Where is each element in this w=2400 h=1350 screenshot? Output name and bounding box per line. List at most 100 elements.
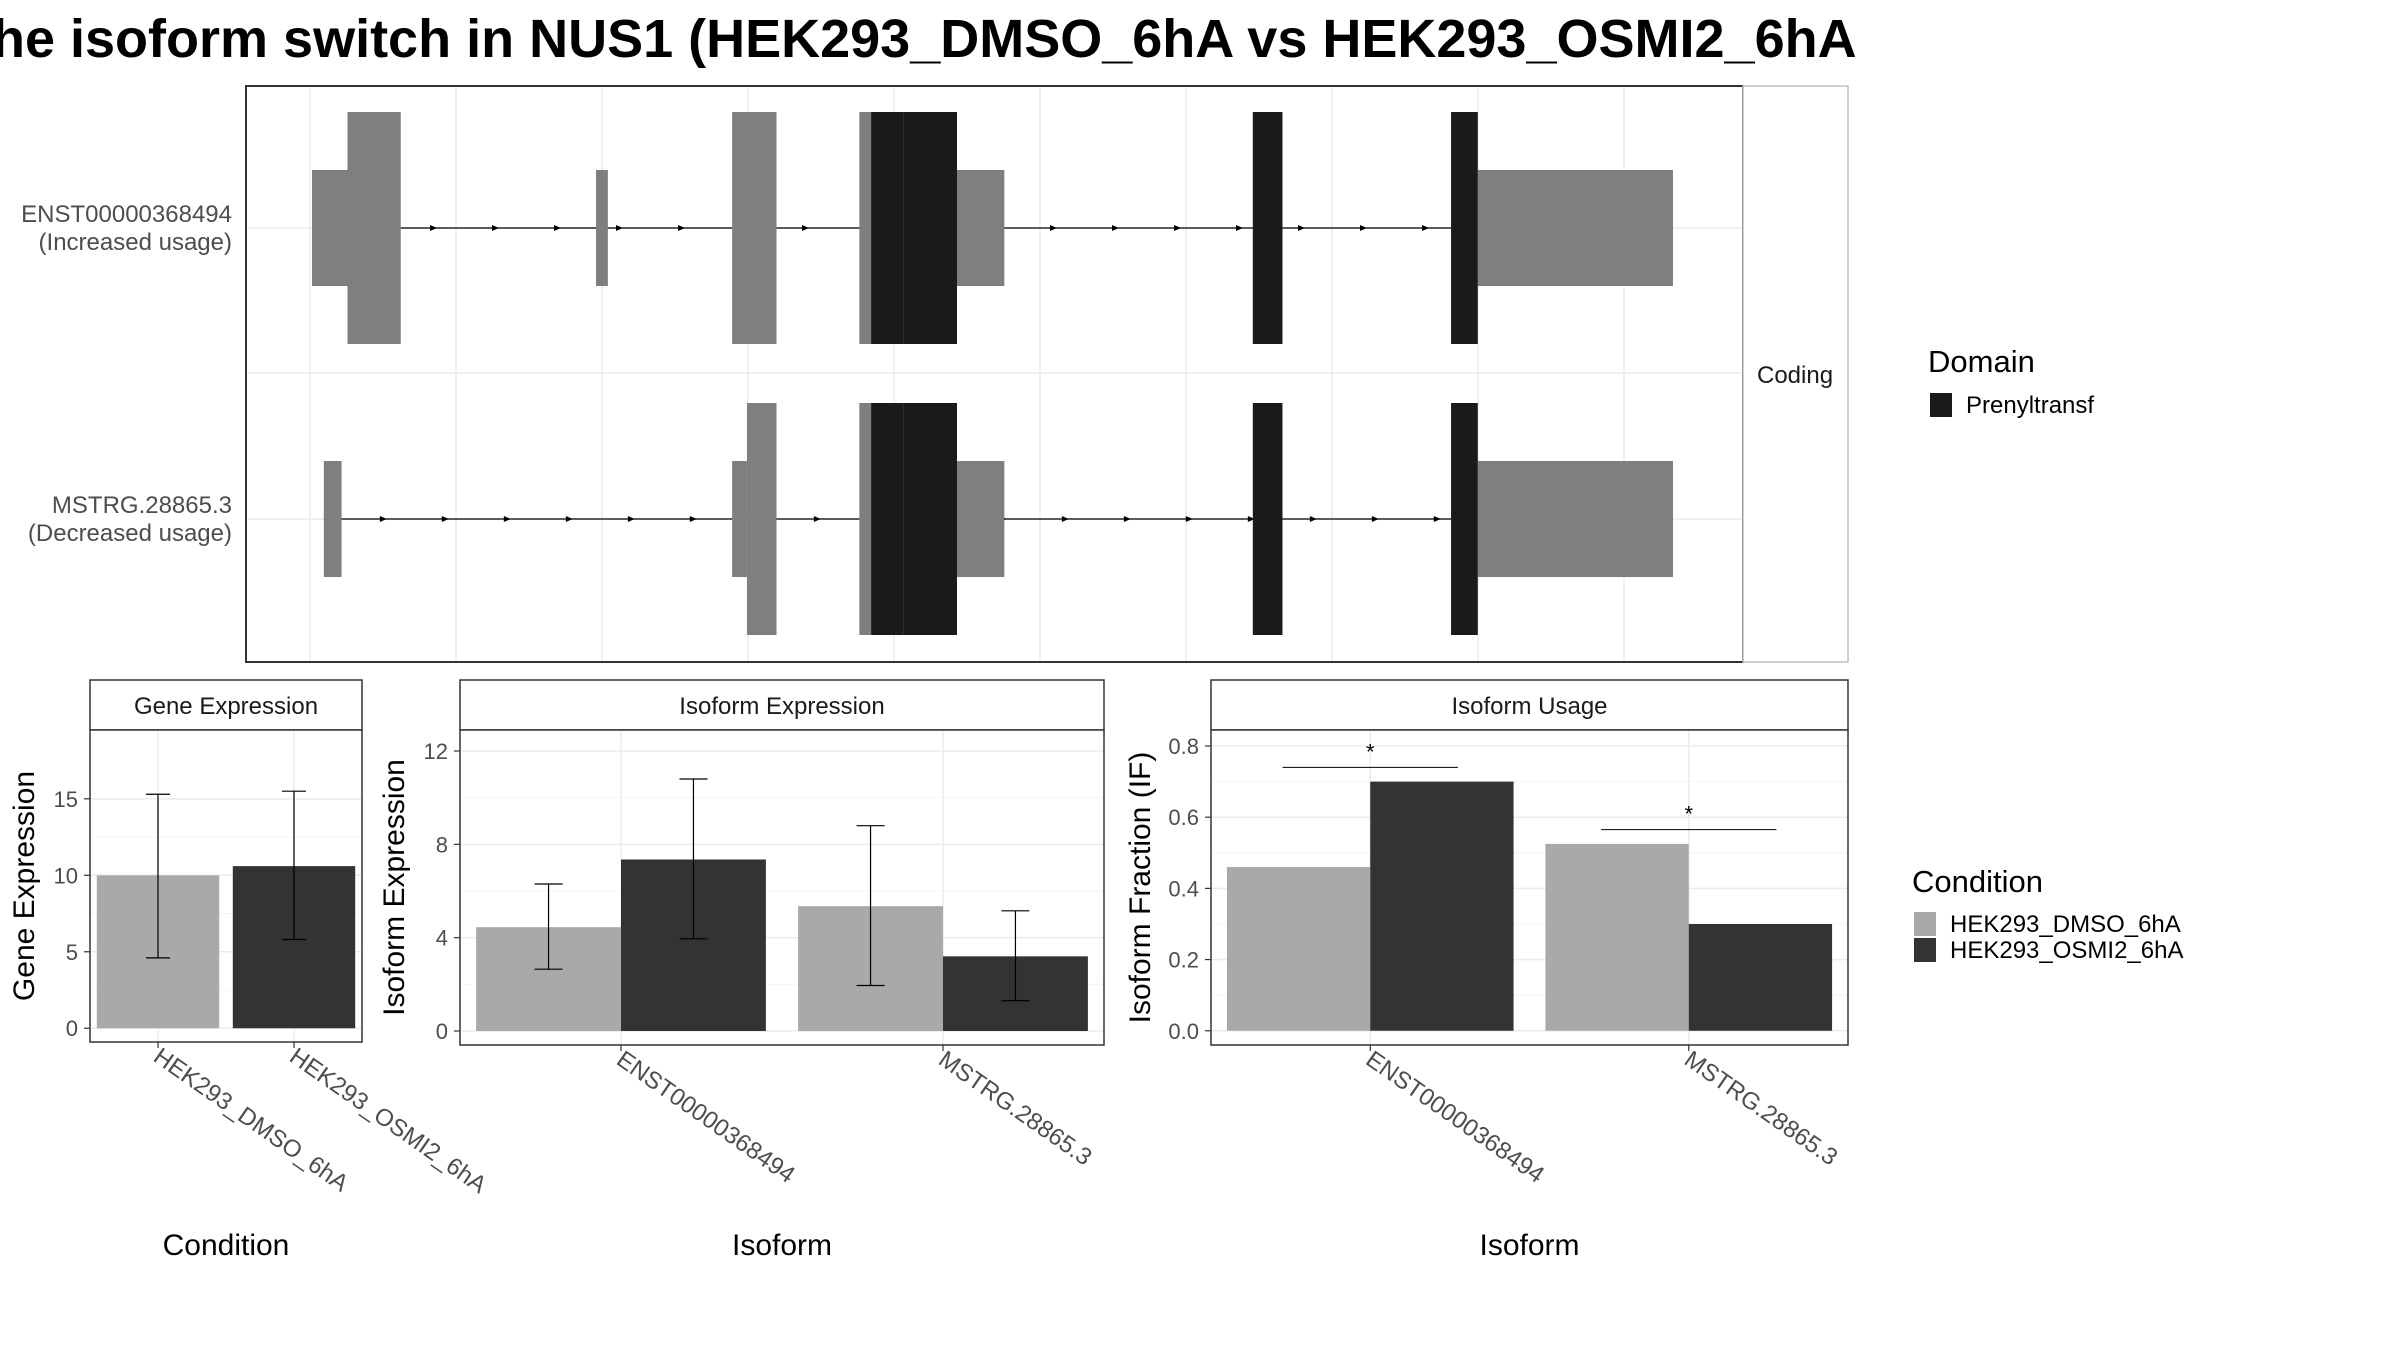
coding-exon bbox=[746, 403, 777, 635]
panel-border bbox=[89, 729, 363, 1043]
y-tick-label: 0.8 bbox=[1168, 734, 1199, 759]
y-tick-label: 0 bbox=[66, 1016, 78, 1041]
strip-label: Isoform Usage bbox=[1451, 693, 1607, 720]
domain-block-prenyltransf bbox=[1252, 403, 1283, 635]
x-axis-title: Condition bbox=[163, 1229, 290, 1262]
y-axis-title: Gene Expression bbox=[8, 771, 41, 1001]
y-tick-label: 0.0 bbox=[1168, 1019, 1199, 1044]
transcript-label: MSTRG.28865.3 bbox=[52, 492, 232, 519]
figure-title: he isoform switch in NUS1 (HEK293_DMSO_6… bbox=[0, 9, 1857, 69]
strip-box bbox=[1210, 679, 1849, 731]
x-axis-title: Isoform bbox=[1479, 1229, 1579, 1262]
strand-arrow bbox=[678, 225, 685, 231]
strand-arrow bbox=[1309, 516, 1317, 522]
strip-box bbox=[89, 679, 363, 731]
strand-arrow bbox=[554, 225, 561, 231]
domain-block-prenyltransf bbox=[871, 112, 904, 344]
transcript-MSTRG.28865.3 bbox=[323, 403, 1673, 635]
y-tick-label: 0.2 bbox=[1168, 948, 1199, 973]
domain-block-prenyltransf bbox=[871, 403, 904, 635]
domain-legend-key bbox=[1930, 393, 1952, 417]
strand-arrow bbox=[1185, 516, 1193, 522]
strand-arrow bbox=[616, 225, 623, 231]
facet-label-coding: Coding bbox=[1757, 362, 1833, 389]
strand-arrow bbox=[1236, 225, 1243, 231]
bar bbox=[1226, 867, 1371, 1031]
domain-block-prenyltransf bbox=[1252, 112, 1283, 344]
bar bbox=[1545, 843, 1689, 1031]
strand-arrow bbox=[492, 225, 499, 231]
strand-arrow bbox=[1061, 516, 1069, 522]
panel-gene-expression: Gene Expression051015HEK293_DMSO_6hAHEK2… bbox=[8, 679, 491, 1262]
y-tick-label: 4 bbox=[436, 926, 448, 951]
coding-exon bbox=[347, 112, 401, 344]
significance-star: * bbox=[1684, 802, 1693, 827]
domain-legend-label: Prenyltransf bbox=[1966, 392, 2094, 419]
strip-box bbox=[459, 679, 1105, 731]
utr-exon bbox=[951, 461, 1005, 577]
domain-block-prenyltransf bbox=[1451, 403, 1478, 635]
domain-block-prenyltransf bbox=[903, 403, 957, 635]
condition-legend-label: HEK293_DMSO_6hA bbox=[1950, 911, 2181, 938]
strand-arrow bbox=[430, 225, 437, 231]
y-tick-label: 0.6 bbox=[1168, 805, 1199, 830]
bar bbox=[1688, 923, 1833, 1031]
strand-arrow bbox=[689, 516, 697, 522]
domain-block-prenyltransf bbox=[1451, 112, 1478, 344]
y-tick-label: 12 bbox=[424, 739, 448, 764]
utr-exon bbox=[951, 170, 1005, 286]
panel-border bbox=[459, 729, 1105, 1046]
utr-exon bbox=[312, 170, 348, 286]
utr-exon bbox=[1477, 461, 1673, 577]
expression-panels: Gene Expression051015HEK293_DMSO_6hAHEK2… bbox=[8, 679, 1849, 1262]
transcript-usage-label: (Decreased usage) bbox=[28, 520, 232, 547]
facet-strip bbox=[1742, 85, 1849, 663]
panel-isoform-usage: Isoform Usage 0.0 0.2 0.4 0.6 0.8 * * ENST000003… bbox=[1124, 679, 1849, 1262]
transcript-ENST00000368494 bbox=[312, 112, 1673, 344]
condition-legend-key bbox=[1914, 938, 1936, 962]
utr-exon bbox=[323, 461, 342, 577]
condition-legend-label: HEK293_OSMI2_6hA bbox=[1950, 937, 2183, 964]
transcript-label: ENST00000368494 bbox=[21, 201, 232, 228]
condition-legend-key bbox=[1914, 912, 1936, 936]
strand-arrow bbox=[813, 516, 821, 522]
coding-exon bbox=[732, 112, 777, 344]
strand-arrow bbox=[1422, 225, 1429, 231]
x-tick-label: MSTRG.28865.3 bbox=[1679, 1046, 1842, 1171]
strand-arrow bbox=[1174, 225, 1181, 231]
legends: Domain Prenyltransf Condition HEK293_DMSO_6… bbox=[1912, 344, 2183, 964]
panel-border bbox=[1210, 729, 1849, 1046]
strand-arrow bbox=[1247, 516, 1255, 522]
y-tick-label: 0.4 bbox=[1168, 876, 1199, 901]
utr-exon bbox=[732, 461, 747, 577]
utr-exon bbox=[596, 170, 608, 286]
strand-arrow bbox=[1433, 516, 1441, 522]
condition-legend-title: Condition bbox=[1912, 864, 2043, 899]
x-tick-label: MSTRG.28865.3 bbox=[934, 1046, 1097, 1171]
y-tick-label: 15 bbox=[54, 787, 78, 812]
y-tick-label: 5 bbox=[66, 940, 78, 965]
y-axis-title: Isoform Expression bbox=[378, 759, 411, 1016]
strand-arrow bbox=[441, 516, 449, 522]
y-tick-label: 10 bbox=[54, 863, 78, 888]
strand-arrow bbox=[1050, 225, 1057, 231]
x-tick-label: ENST00000368494 bbox=[1361, 1046, 1549, 1189]
domain-block-prenyltransf bbox=[903, 112, 957, 344]
strand-arrow bbox=[1360, 225, 1367, 231]
y-axis-title: Isoform Fraction (IF) bbox=[1124, 752, 1157, 1024]
strand-arrow bbox=[565, 516, 573, 522]
strand-arrow bbox=[1371, 516, 1379, 522]
strip-label: Isoform Expression bbox=[679, 693, 884, 720]
strand-arrow bbox=[379, 516, 387, 522]
y-tick-label: 8 bbox=[436, 832, 448, 857]
significance-star: * bbox=[1366, 739, 1375, 764]
transcript-usage-label: (Increased usage) bbox=[39, 229, 232, 256]
x-tick-label: ENST00000368494 bbox=[612, 1046, 800, 1189]
strand-arrow bbox=[1298, 225, 1305, 231]
strand-arrow bbox=[1123, 516, 1131, 522]
strand-arrow bbox=[802, 225, 809, 231]
bar bbox=[1370, 781, 1514, 1031]
y-tick-label: 0 bbox=[436, 1019, 448, 1044]
domain-legend-title: Domain bbox=[1928, 344, 2035, 379]
